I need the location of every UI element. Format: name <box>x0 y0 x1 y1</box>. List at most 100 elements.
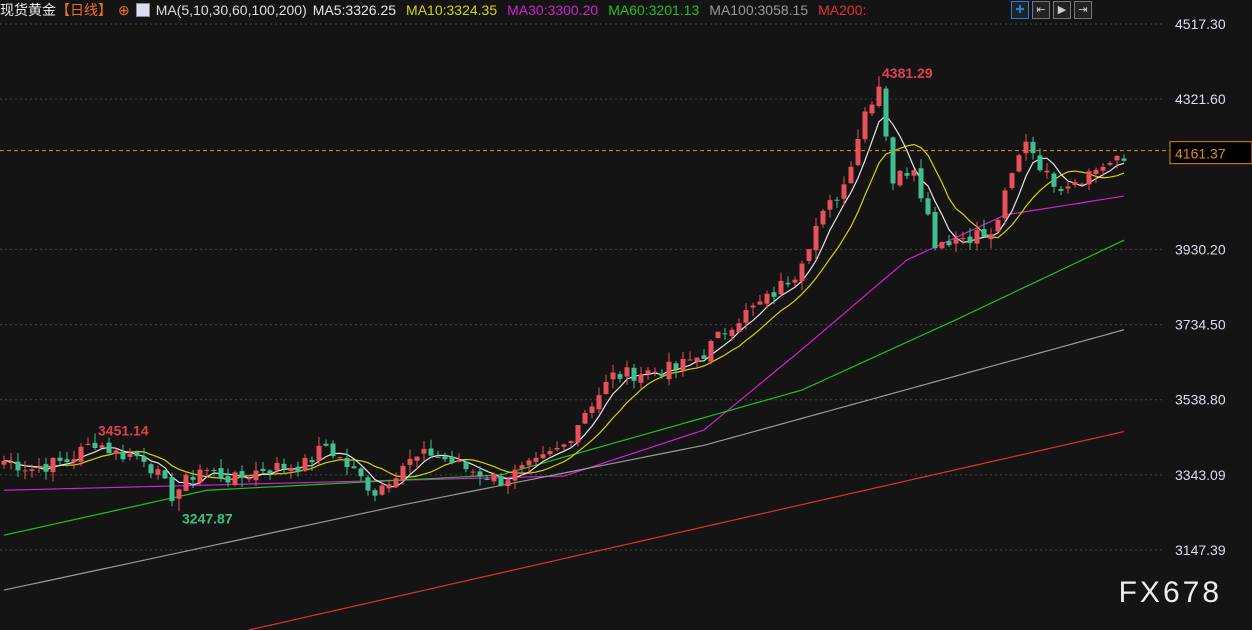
candle-body <box>687 359 693 361</box>
current-price-box <box>1169 141 1252 165</box>
candle-body <box>953 238 959 244</box>
candle-body <box>141 456 147 462</box>
candle-body <box>715 331 721 339</box>
candle-body <box>470 471 476 473</box>
candle-body <box>547 451 553 455</box>
candle-body <box>8 461 14 464</box>
y-tick-label: 3734.50 <box>1175 317 1226 333</box>
candle-body <box>736 323 742 333</box>
candle-body <box>64 459 70 463</box>
candle-body <box>99 445 105 448</box>
candle-body <box>701 355 707 359</box>
candle-body <box>904 173 910 176</box>
first-bar-icon[interactable]: ⇤ <box>1032 1 1050 19</box>
indicator-name[interactable]: MA(5,10,30,60,100,200) <box>155 2 307 18</box>
candle-body <box>351 466 357 469</box>
candle-body <box>491 473 497 482</box>
candle-body <box>750 305 756 308</box>
candle-body <box>624 367 630 377</box>
candle-body <box>666 361 672 380</box>
exit-icon[interactable]: ⇥ <box>1074 1 1092 19</box>
candle-body <box>589 406 595 413</box>
y-tick-label: 4517.30 <box>1175 16 1226 32</box>
candle-body <box>533 457 539 462</box>
candle-body <box>1121 158 1127 161</box>
candle-body <box>792 279 798 283</box>
candle-body <box>393 478 399 488</box>
candle-body <box>946 241 952 246</box>
candle-body <box>862 111 868 140</box>
candle-body <box>652 371 658 373</box>
instrument-title: 现货黄金 <box>0 2 56 18</box>
candle-body <box>834 199 840 201</box>
candle-body <box>330 443 336 457</box>
indicator-chart-icon[interactable] <box>135 3 150 17</box>
candle-body <box>43 463 49 472</box>
ma-value-5: MA200: <box>818 2 867 18</box>
candle-body <box>477 471 483 477</box>
watermark-logo: FX678 <box>1118 576 1222 609</box>
candle-body <box>974 230 980 244</box>
candle-body <box>127 453 133 457</box>
ma-line-ma200 <box>248 430 1125 630</box>
candle-body <box>799 263 805 282</box>
candle-body <box>596 395 602 410</box>
candle-body <box>568 441 574 444</box>
period-selector[interactable]: 【日线】 <box>56 2 112 18</box>
candle-body <box>981 229 987 237</box>
candle-body <box>57 457 63 461</box>
candle-body <box>204 469 210 471</box>
candle-body <box>1072 182 1078 185</box>
y-tick-label: 3538.80 <box>1175 392 1226 408</box>
candle-body <box>169 477 175 502</box>
candle-body <box>197 469 203 483</box>
candle-body <box>1023 141 1029 154</box>
candle-body <box>407 458 413 465</box>
candle-body <box>442 456 448 460</box>
candle-body <box>925 198 931 215</box>
candle-body <box>92 442 98 448</box>
chart-legend: 现货黄金 【日线】 ⊕ MA(5,10,30,60,100,200) MA5:3… <box>0 0 866 20</box>
candle-body <box>1016 155 1022 172</box>
candle-body <box>22 470 28 472</box>
candle-body <box>260 468 266 471</box>
candle-body <box>1058 188 1064 191</box>
candle-body <box>372 490 378 496</box>
candle-body <box>400 465 406 481</box>
candle-body <box>15 461 21 471</box>
play-icon[interactable]: ▶ <box>1053 1 1071 19</box>
ma-line-ma60 <box>3 239 1125 536</box>
candle-body <box>85 443 91 445</box>
candle-body <box>841 184 847 199</box>
candle-body <box>918 168 924 199</box>
candle-body <box>358 468 364 477</box>
candle-body <box>316 445 322 461</box>
settings-icon[interactable]: ⊕ <box>118 1 130 18</box>
candle-body <box>743 310 749 323</box>
candle-body <box>995 219 1001 232</box>
candle-body <box>505 480 511 487</box>
candle-body <box>218 468 224 479</box>
extreme-price-label: 4381.29 <box>882 65 933 81</box>
candle-body <box>869 104 875 114</box>
candle-body <box>876 86 882 107</box>
candle-body <box>764 293 770 304</box>
candle-body <box>463 461 469 470</box>
candle-body <box>890 137 896 184</box>
candle-body <box>827 200 833 210</box>
y-tick-label: 3343.09 <box>1175 467 1226 483</box>
candle-body <box>512 469 518 481</box>
candle-body <box>435 456 441 458</box>
candle-body <box>414 456 420 461</box>
candle-body <box>911 170 917 176</box>
candle-body <box>337 457 343 459</box>
candle-body <box>239 471 245 478</box>
candle-body <box>78 446 84 462</box>
candle-body <box>659 374 665 377</box>
candle-body <box>484 478 490 480</box>
candle-body <box>785 282 791 285</box>
candle-body <box>225 476 231 483</box>
candle-body <box>274 462 280 471</box>
crosshair-icon[interactable]: ✚ <box>1011 1 1029 19</box>
